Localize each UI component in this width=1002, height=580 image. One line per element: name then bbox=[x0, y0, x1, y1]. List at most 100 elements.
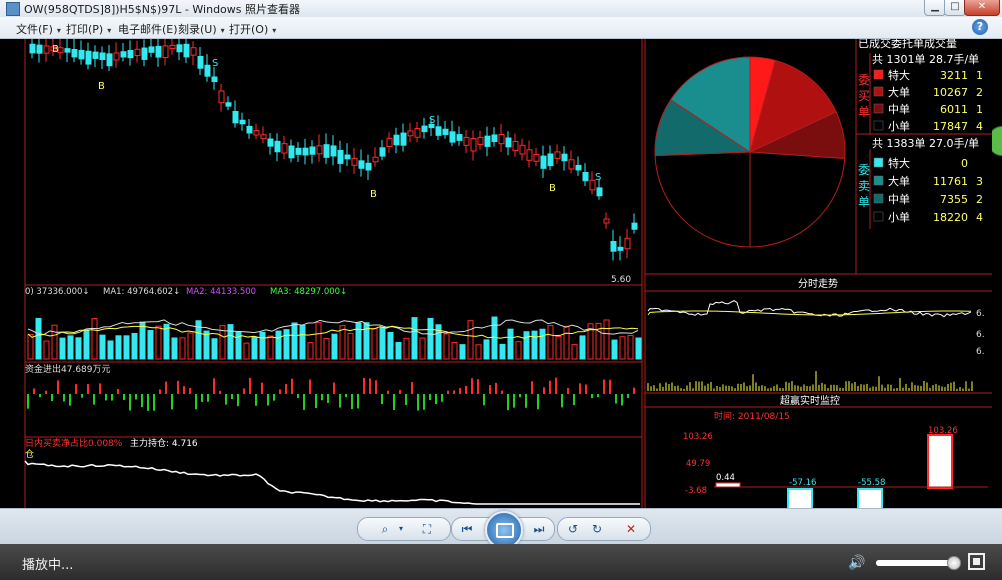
delete-icon[interactable]: ✕ bbox=[625, 522, 637, 536]
volume-bar bbox=[595, 322, 602, 360]
candle-body bbox=[36, 44, 43, 54]
intraday-tick-1: 6. bbox=[976, 330, 985, 340]
candle-body bbox=[428, 123, 435, 129]
zoom-group: ⌕ ▾ ⛶ bbox=[357, 517, 451, 541]
volume-bar bbox=[67, 335, 74, 360]
volume-bar bbox=[459, 344, 466, 360]
volume-fill bbox=[876, 560, 954, 566]
window-title: OW(958QTDS]8])H5$N$)97L - Windows 照片查看器 bbox=[24, 3, 300, 16]
candle-body bbox=[561, 153, 568, 162]
buy-row-value: 10267 bbox=[933, 86, 968, 99]
buy-row-value: 6011 bbox=[940, 103, 968, 116]
volume-bar bbox=[531, 330, 538, 360]
candle-body bbox=[477, 136, 484, 145]
volume-bar bbox=[227, 324, 234, 360]
buy-row-label: 中单 bbox=[888, 103, 910, 116]
photo-viewer-app-icon bbox=[6, 2, 20, 16]
sell-title: 共 1383单 27.0手/单 bbox=[872, 136, 979, 150]
status-bar: 播放中... 🔊 bbox=[0, 544, 1002, 580]
volume-bar bbox=[547, 325, 554, 360]
candle-body bbox=[309, 146, 316, 155]
volume-bar bbox=[203, 330, 210, 360]
volume-bar bbox=[619, 336, 626, 360]
sell-rows: 特大 0 大单 11761 3 中单 7355 2 小单 18220 4 bbox=[873, 156, 983, 224]
candle-body bbox=[463, 136, 470, 146]
menu-file[interactable]: 文件(F) ▾ bbox=[16, 21, 61, 37]
volume-bar bbox=[603, 319, 610, 360]
chevron-down-icon: ▾ bbox=[56, 26, 61, 35]
photo-display: B B S S B B S 5.60 0) 37336.000↓ MA1: 49764.60… bbox=[8, 39, 992, 508]
volume-bar bbox=[275, 330, 282, 360]
volume-ma-line bbox=[27, 325, 639, 339]
candle-body bbox=[337, 150, 344, 164]
volume-legend-1: MA1: 49764.602↓ bbox=[103, 287, 180, 297]
volume-bar bbox=[43, 340, 50, 360]
panel-borders bbox=[24, 39, 992, 508]
candle-body bbox=[99, 52, 106, 61]
volume-bar bbox=[387, 331, 394, 360]
candle-body bbox=[29, 43, 36, 54]
volume-bar bbox=[323, 338, 330, 360]
candle-body bbox=[484, 135, 491, 147]
legend-swatch bbox=[873, 69, 884, 80]
candle-body bbox=[288, 145, 295, 159]
candle-body bbox=[176, 44, 183, 53]
candle-body bbox=[302, 147, 309, 156]
menu-open-label: 打开(O) bbox=[229, 23, 269, 36]
volume-bar bbox=[331, 333, 338, 360]
volume-bar bbox=[523, 331, 530, 360]
menu-open[interactable]: 打开(O) ▾ bbox=[229, 21, 276, 37]
help-icon[interactable]: ? bbox=[972, 19, 988, 35]
status-text: 播放中... bbox=[22, 558, 74, 573]
volume-bar bbox=[379, 326, 386, 360]
candle-body bbox=[330, 145, 337, 157]
zoom-dropdown-icon[interactable]: ▾ bbox=[398, 524, 403, 533]
buy-row-label: 小单 bbox=[888, 120, 910, 133]
menu-print[interactable]: 打印(P) ▾ bbox=[66, 21, 111, 37]
minimize-button[interactable]: ▁ bbox=[924, 0, 946, 16]
volume-bar bbox=[635, 337, 642, 360]
volume-bar bbox=[115, 335, 122, 360]
sell-row-label: 大单 bbox=[888, 174, 910, 188]
candle-body bbox=[50, 46, 57, 52]
intraday-chart bbox=[647, 299, 973, 391]
candle-body bbox=[365, 162, 372, 171]
fullscreen-icon[interactable] bbox=[968, 553, 985, 570]
fit-window-icon[interactable]: ⛶ bbox=[422, 522, 432, 536]
candle-body bbox=[442, 128, 449, 135]
sell-row-label: 中单 bbox=[888, 193, 910, 206]
volume-icon[interactable]: 🔊 bbox=[848, 555, 866, 571]
viewer-toolbar: ⌕ ▾ ⛶ ⏮ ⏭ ↺ ↻ ✕ bbox=[0, 508, 1002, 549]
rotate-right-icon[interactable]: ↻ bbox=[591, 522, 603, 536]
monitor-ytick-1: 49.79 bbox=[686, 459, 710, 469]
zoom-icon[interactable]: ⌕ bbox=[381, 522, 389, 536]
volume-bar bbox=[555, 335, 562, 360]
volume-bar bbox=[395, 341, 402, 360]
candle-body bbox=[218, 90, 225, 104]
candle-body bbox=[351, 157, 358, 166]
close-button[interactable]: ✕ bbox=[964, 0, 1000, 16]
volume-knob[interactable] bbox=[947, 556, 962, 570]
menu-burn[interactable]: 刻录(U) ▾ bbox=[178, 21, 225, 37]
buy-row-extra: 4 bbox=[976, 120, 983, 133]
monitor-bar bbox=[857, 488, 883, 508]
menu-email[interactable]: 电子邮件(E) bbox=[118, 21, 178, 37]
candle-body bbox=[540, 155, 547, 169]
candle-body bbox=[505, 137, 512, 148]
holding-line-path bbox=[24, 460, 640, 505]
volume-bar bbox=[35, 317, 42, 360]
next-icon[interactable]: ⏭ bbox=[533, 522, 545, 536]
rotate-left-icon[interactable]: ↺ bbox=[567, 522, 579, 536]
maximize-button[interactable]: □ bbox=[944, 0, 966, 16]
candle-body bbox=[211, 76, 218, 83]
previous-icon[interactable]: ⏮ bbox=[461, 522, 473, 536]
volume-bar bbox=[211, 338, 218, 360]
volume-slider[interactable] bbox=[876, 556, 962, 570]
volume-bar bbox=[627, 334, 634, 360]
candle-body bbox=[547, 153, 554, 167]
candle-body bbox=[568, 159, 575, 170]
sell-row-value: 0 bbox=[961, 157, 968, 170]
legend-swatch bbox=[873, 157, 884, 168]
volume-bar bbox=[435, 324, 442, 360]
stock-screenshot-image: B B S S B B S 5.60 0) 37336.000↓ MA1: 49764.60… bbox=[24, 39, 992, 508]
